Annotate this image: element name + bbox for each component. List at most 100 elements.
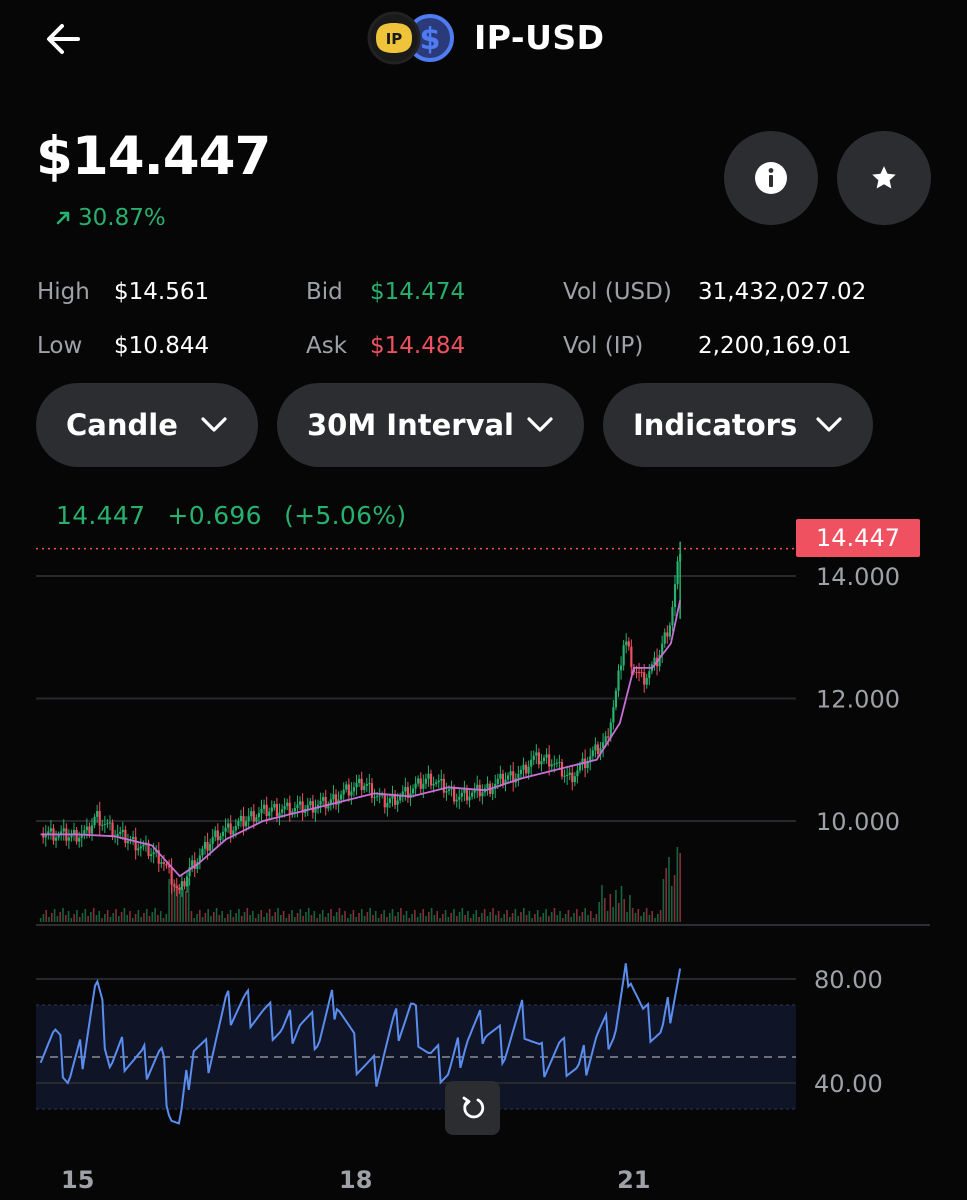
- back-button[interactable]: [40, 18, 90, 60]
- volume-bar: [271, 916, 274, 922]
- candle-body: [178, 888, 181, 890]
- candle-body: [499, 773, 502, 779]
- volume-bar: [212, 912, 215, 922]
- volume-bar: [556, 915, 559, 922]
- volume-bar: [394, 916, 397, 922]
- volume-bar: [327, 913, 330, 922]
- volume-bar: [637, 909, 640, 922]
- candle-body: [396, 800, 399, 805]
- volume-bar: [226, 914, 229, 922]
- candle-body: [550, 764, 553, 767]
- info-button[interactable]: [724, 131, 818, 225]
- candle-body: [589, 756, 592, 763]
- volume-bar: [87, 916, 89, 922]
- candle-body: [196, 862, 199, 869]
- volume-bar: [489, 912, 492, 922]
- volume-bar: [475, 910, 478, 922]
- candle-body: [244, 821, 248, 827]
- candle-body: [471, 792, 474, 797]
- volume-bar: [120, 912, 123, 922]
- volume-bar: [651, 911, 654, 922]
- volume-bar: [643, 912, 645, 922]
- candle-body: [563, 775, 566, 777]
- volume-bar: [388, 913, 391, 922]
- candle-body: [301, 801, 304, 813]
- candle-body: [555, 762, 558, 764]
- chevron-down-icon: [201, 417, 227, 432]
- volume-bar: [369, 908, 371, 922]
- candle-body: [180, 881, 183, 890]
- favorite-button[interactable]: [837, 131, 931, 225]
- ask-label: Ask: [306, 333, 348, 359]
- volume-bar: [606, 911, 609, 922]
- volume-bar: [506, 910, 508, 922]
- indicators-dropdown[interactable]: Indicators: [603, 383, 873, 467]
- candle-body: [619, 665, 623, 671]
- volume-bar: [615, 890, 617, 922]
- volume-bar: [238, 909, 240, 922]
- volume-bar: [458, 912, 461, 922]
- volume-bar: [218, 915, 221, 922]
- volume-bar: [623, 899, 626, 922]
- chart-type-dropdown[interactable]: Candle: [36, 383, 258, 467]
- price-chart[interactable]: 14.000 12.000 10.000 80.00 40.00 15 18 21: [0, 490, 967, 1200]
- chevron-down-icon: [816, 417, 842, 432]
- candle-body: [486, 783, 489, 789]
- volume-bar: [514, 909, 517, 922]
- candle-body: [468, 796, 471, 801]
- candle-body: [185, 876, 189, 887]
- rsi-axis-label: 80.00: [814, 966, 883, 994]
- volume-bar: [522, 908, 525, 922]
- candle-body: [193, 860, 196, 869]
- chart-type-label: Candle: [66, 408, 178, 442]
- candle-body: [365, 783, 368, 786]
- candle-body: [329, 799, 332, 805]
- candle-body: [635, 672, 638, 674]
- candle-body: [427, 773, 430, 779]
- volume-bar: [129, 911, 131, 922]
- volume-bar: [472, 914, 475, 922]
- candle-body: [350, 791, 353, 796]
- volume-bar: [363, 916, 366, 922]
- volume-bar: [542, 913, 545, 922]
- volume-bar: [148, 916, 151, 922]
- candle-body: [663, 632, 666, 644]
- candle-body: [455, 799, 458, 802]
- volume-bar: [550, 912, 553, 922]
- candle-body: [327, 804, 330, 809]
- candle-body: [116, 833, 119, 837]
- candle-body: [435, 782, 438, 784]
- candle-body: [375, 796, 379, 798]
- candle-body: [188, 867, 191, 877]
- volume-bar: [257, 914, 260, 922]
- volume-bar: [324, 917, 327, 922]
- volume-bar: [347, 918, 349, 922]
- candle-body: [347, 784, 350, 796]
- candle-body: [342, 789, 345, 795]
- volume-bar: [221, 911, 223, 922]
- volume-bar: [581, 912, 584, 922]
- volume-bar: [78, 917, 81, 922]
- volume-bar: [266, 913, 268, 922]
- candle-body: [103, 824, 106, 826]
- candle-body: [265, 804, 268, 816]
- volume-bar: [352, 910, 355, 922]
- volume-bar: [400, 908, 402, 922]
- candle-body: [67, 837, 70, 841]
- candle-body: [83, 830, 86, 835]
- candle-body: [209, 843, 212, 851]
- bid-label: Bid: [306, 279, 343, 305]
- reset-zoom-button[interactable]: [445, 1081, 500, 1135]
- volume-bar: [131, 918, 134, 922]
- candle-body: [214, 830, 217, 838]
- volume-bar: [190, 911, 193, 922]
- candle-body: [540, 761, 543, 765]
- interval-dropdown[interactable]: 30M Interval: [277, 383, 584, 467]
- candle-body: [47, 831, 50, 835]
- candle-body: [219, 835, 222, 841]
- last-price: $14.447: [36, 126, 271, 187]
- candle-body: [386, 802, 389, 808]
- candle-body: [296, 804, 299, 809]
- volume-bar: [679, 853, 681, 922]
- volume-bar: [436, 911, 438, 922]
